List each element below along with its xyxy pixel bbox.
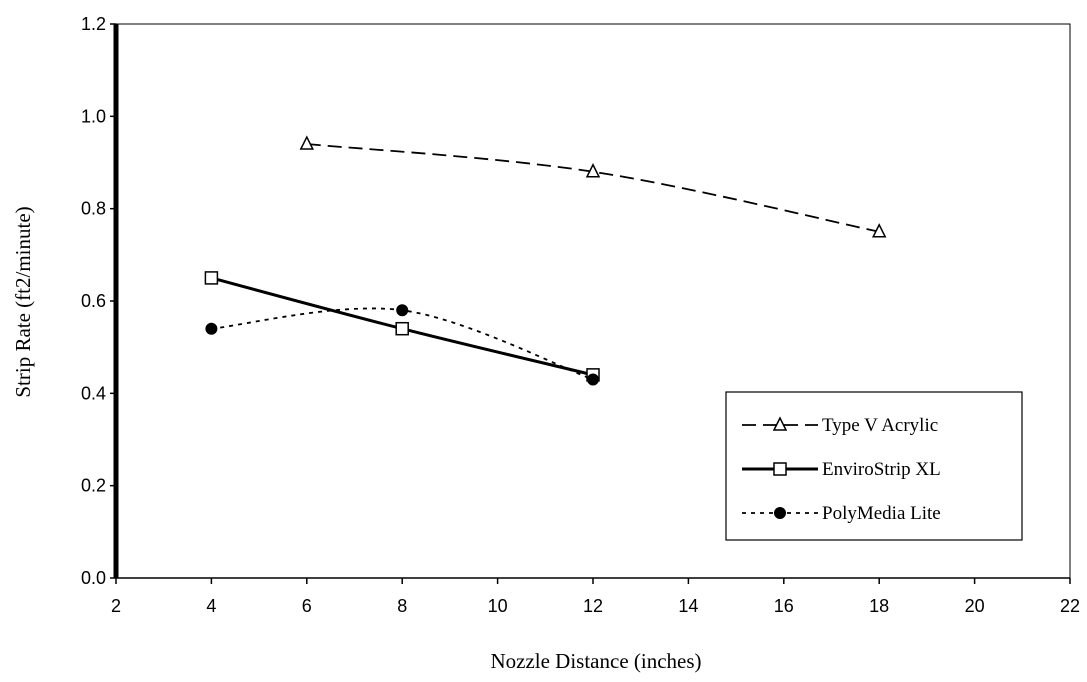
data-point bbox=[299, 135, 315, 150]
series-2 bbox=[204, 271, 600, 382]
legend-item: Type V Acrylic bbox=[742, 415, 938, 436]
y-tick-label: 0.6 bbox=[81, 291, 106, 311]
x-tick-label: 20 bbox=[965, 596, 985, 616]
series-layer bbox=[204, 135, 887, 386]
x-axis-title: Nozzle Distance (inches) bbox=[490, 649, 701, 673]
data-point bbox=[396, 304, 409, 317]
x-tick-label: 10 bbox=[488, 596, 508, 616]
series-1 bbox=[299, 135, 887, 238]
y-tick-label: 0.8 bbox=[81, 199, 106, 219]
legend-swatch-marker bbox=[772, 416, 788, 431]
tick-labels: 2 4 6 8 10 12 14 16 18 20 22 0.0 0.2 0.4 0.6 0.8 1.0 1.2 bbox=[81, 14, 1080, 616]
x-tick-label: 18 bbox=[869, 596, 889, 616]
x-tick-label: 16 bbox=[774, 596, 794, 616]
data-point bbox=[871, 223, 887, 238]
y-tick-label: 0.0 bbox=[81, 568, 106, 588]
series-3 bbox=[205, 304, 599, 386]
y-tick-label: 0.2 bbox=[81, 476, 106, 496]
data-point bbox=[205, 322, 218, 335]
legend-swatch-marker bbox=[774, 507, 786, 519]
x-tick-label: 6 bbox=[302, 596, 312, 616]
x-tick-label: 8 bbox=[397, 596, 407, 616]
y-tick-label: 0.4 bbox=[81, 383, 106, 403]
legend-label: EnviroStrip XL bbox=[822, 459, 941, 480]
legend-item: EnviroStrip XL bbox=[742, 459, 941, 480]
x-tick-label: 12 bbox=[583, 596, 603, 616]
series-line bbox=[211, 307, 594, 381]
data-point bbox=[204, 271, 219, 285]
x-tick-label: 2 bbox=[111, 596, 121, 616]
series-line bbox=[306, 143, 880, 233]
y-axis-title: Strip Rate (ft2/minute) bbox=[11, 206, 35, 397]
x-tick-label: 4 bbox=[206, 596, 216, 616]
x-tick-label: 22 bbox=[1060, 596, 1080, 616]
legend-swatch-marker bbox=[773, 462, 787, 476]
legend-item: PolyMedia Lite bbox=[742, 503, 941, 524]
legend-label: PolyMedia Lite bbox=[822, 503, 941, 524]
legend-label: Type V Acrylic bbox=[822, 415, 938, 436]
legend: Type V Acrylic EnviroStrip XL PolyMedia Li… bbox=[725, 391, 1023, 541]
data-point bbox=[585, 163, 601, 178]
data-point bbox=[395, 321, 409, 336]
x-tick-label: 14 bbox=[678, 596, 698, 616]
data-point bbox=[587, 373, 599, 386]
y-tick-label: 1.0 bbox=[81, 106, 106, 126]
y-tick-label: 1.2 bbox=[81, 14, 106, 34]
